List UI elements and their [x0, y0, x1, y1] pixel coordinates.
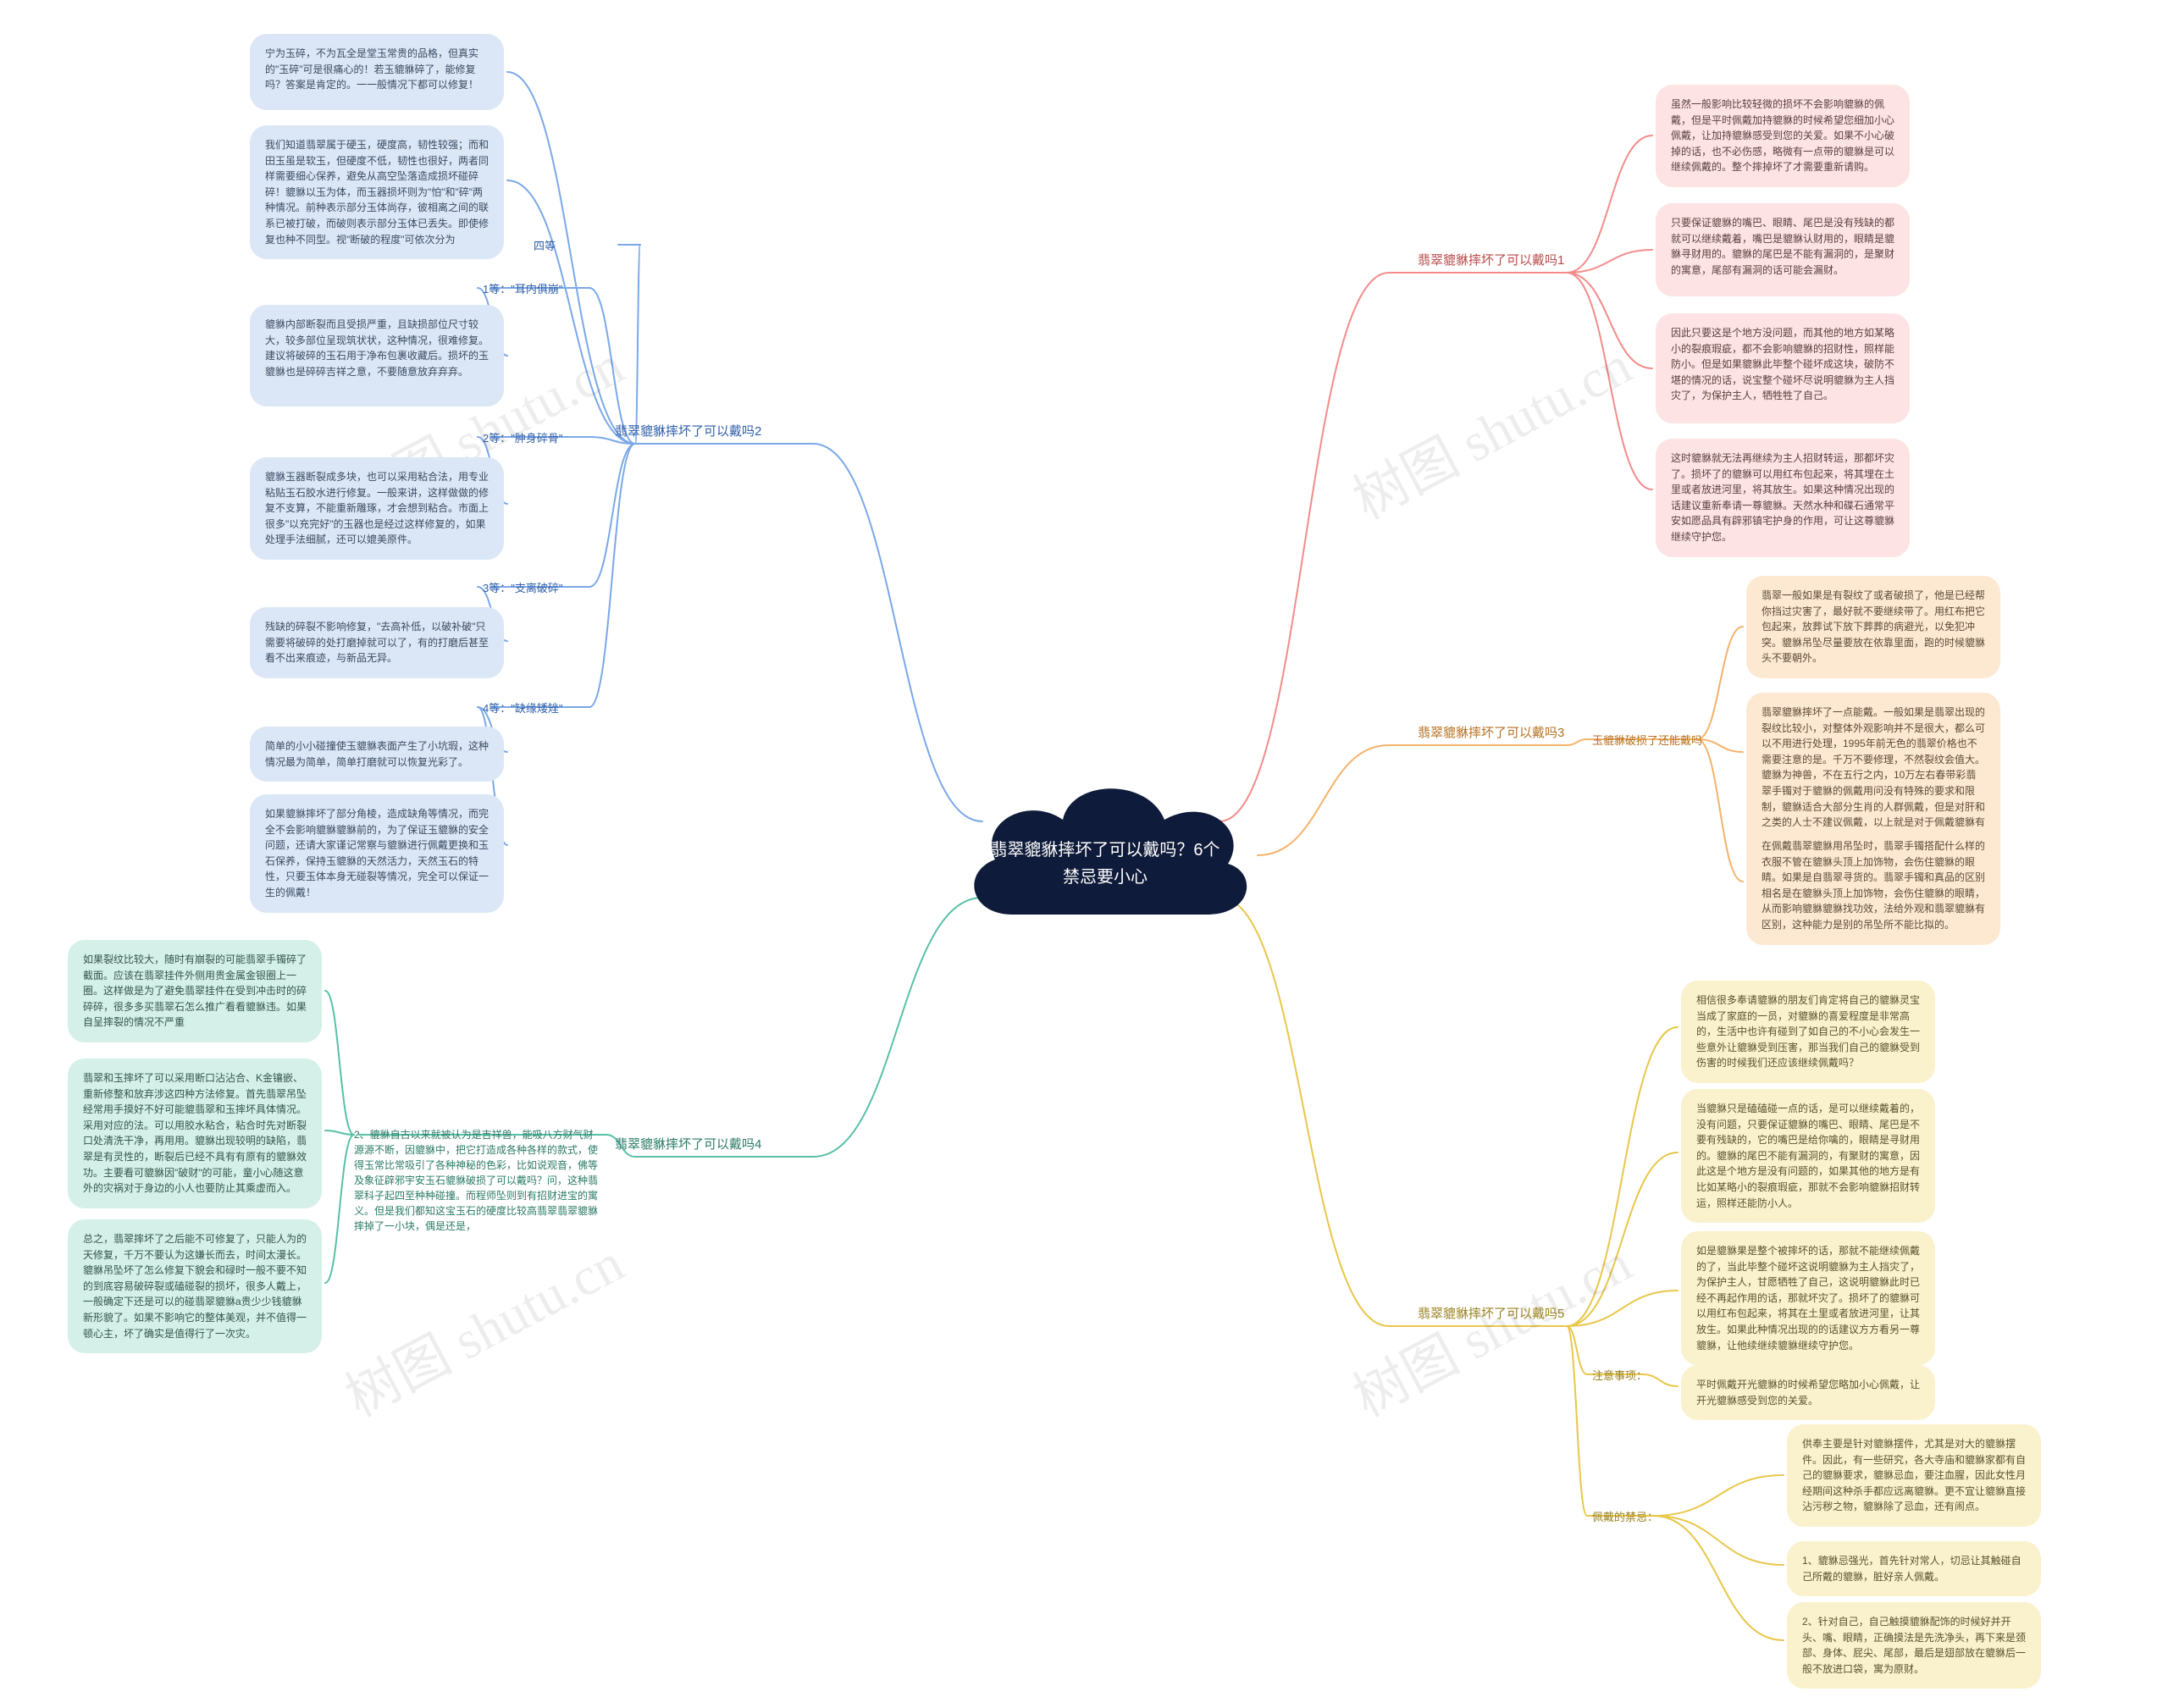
- sub-label: 1等："耳内俱崩": [483, 280, 562, 296]
- sub-label: 3等："支离破碎": [483, 579, 562, 595]
- sub-label: 四等: [534, 237, 556, 253]
- branch-label: 翡翠貔貅摔坏了可以戴吗3: [1413, 721, 1569, 743]
- leaf-node: 残缺的碎裂不影响修复，"去高补低，以破补破"只需要将破碎的处打磨掉就可以了，有的…: [250, 607, 504, 678]
- leaf-node: 我们知道翡翠属于硬玉，硬度高，韧性较强；而和田玉虽是软玉，但硬度不低，韧性也很好…: [250, 125, 504, 259]
- leaf-node: 供奉主要是针对貔貅摆件，尤其是对大的貔貅摆件。因此，有一些研究，各大寺庙和貔貅家…: [1787, 1424, 2041, 1527]
- leaf-node: 貔貅内部断裂而且受损严重，且缺损部位尺寸较大，较多部位呈现筑状状，这种情况，很难…: [250, 305, 504, 406]
- sub-label: 2等："肿身碎骨": [483, 429, 562, 445]
- leaf-node: 简单的小小碰撞使玉貔貅表面产生了小坑瑕，这种情况最为简单，简单打磨就可以恢复光彩…: [250, 727, 504, 782]
- leaf-node: 在佩戴翡翠貔貅用吊坠时，翡翠手镯搭配什么样的衣服不管在貔貅头顶上加饰物，会伤住貔…: [1746, 826, 2000, 945]
- center-label: 翡翠貔貅摔坏了可以戴吗？6个禁忌要小心: [987, 837, 1224, 891]
- leaf-node: 虽然一般影响比较轻微的损坏不会影响貔貅的佩戴，但是平时佩戴加持貔貅的时候希望您细…: [1656, 85, 1910, 187]
- leaf-node: 如果裂纹比较大，随时有崩裂的可能翡翠手镯碎了截面。应该在翡翠挂件外侧用贵金属金银…: [68, 940, 322, 1042]
- sub-label: 佩戴的禁忌：: [1592, 1508, 1658, 1524]
- leaf-node: 当貔貅只是磕磕碰一点的话，是可以继续戴着的，没有问题，只要保证貔貅的嘴巴、眼睛、…: [1681, 1089, 1935, 1223]
- leaf-node: 只要保证貔貅的嘴巴、眼睛、尾巴是没有残缺的都就可以继续戴着，嘴巴是貔貅认财用的，…: [1656, 203, 1910, 296]
- leaf-node: 翡翠和玉摔坏了可以采用断口沾沾合、K金镶嵌、重新修整和放弃涉这四种方法修复。首先…: [68, 1059, 322, 1208]
- leaf-node: 翡翠一般如果是有裂纹了或者破损了，他是已经帮你挡过灾害了，最好就不要继续带了。用…: [1746, 576, 2000, 678]
- sub-label: 玉貔貅破损了还能戴吗: [1592, 732, 1702, 748]
- leaf-node: 如是貔貅果是整个被摔坏的话，那就不能继续佩戴的了，当此毕整个碰坏这说明貔貅为主人…: [1681, 1231, 1935, 1365]
- leaf-node: 宁为玉碎，不为瓦全是堂玉常贵的品格，但真实的"玉碎"可是很痛心的！若玉貔貅碎了，…: [250, 34, 504, 110]
- branch-label: 翡翠貔貅摔坏了可以戴吗4: [610, 1133, 766, 1154]
- leaf-node: 平时佩戴开光貔貅的时候希望您略加小心佩戴，让开光貔貅感受到您的关爱。: [1681, 1365, 1935, 1420]
- watermark-text: 树图 shutu.cn: [1337, 1220, 1642, 1432]
- leaf-node: 貔貅玉器断裂成多块，也可以采用粘合法，用专业粘贴玉石胶水进行修复。一般来讲，这样…: [250, 457, 504, 560]
- leaf-node: 1、貔貅忌强光，首先针对常人，切忌让其触碰自己所戴的貔貅，脏好亲人佩戴。: [1787, 1541, 2041, 1596]
- watermark-text: 树图 shutu.cn: [329, 1220, 634, 1432]
- leaf-node: 相信很多奉请貔貅的朋友们肯定将自己的貔貅灵宝当成了家庭的一员，对貔貅的喜爱程度是…: [1681, 981, 1935, 1083]
- leaf-node: 这时貔貅就无法再继续为主人招财转运，那都坏灾了。损坏了的貔貅可以用红布包起来，将…: [1656, 439, 1910, 557]
- leaf-node: 2、针对自己，自己触摸貔貅配饰的时候好并开头、嘴、眼睛，正确摸法是先洗净头，再下…: [1787, 1602, 2041, 1689]
- leaf-node: 如果貔貅摔坏了部分角棱，造成缺角等情况，而完全不会影响貔貅貔貅前的，为了保证玉貔…: [250, 794, 504, 913]
- sub-label: 4等："缺缘矮矬": [483, 699, 562, 716]
- branch-label: 翡翠貔貅摔坏了可以戴吗1: [1413, 249, 1569, 270]
- branch-label: 翡翠貔貅摔坏了可以戴吗5: [1413, 1302, 1569, 1324]
- branch-label: 翡翠貔貅摔坏了可以戴吗2: [610, 420, 766, 441]
- leaf-node: 总之，翡翠摔坏了之后能不可修复了，只能人为的天修复，千万不要认为这嫌长而去，时间…: [68, 1219, 322, 1353]
- sub-label: 2、貔貅自古以来就被认为是吉祥兽，能吸八方财气财源源不断，因貔貅中，把它打造成各…: [354, 1127, 601, 1234]
- center-node: 翡翠貔貅摔坏了可以戴吗？6个禁忌要小心: [953, 762, 1258, 965]
- leaf-node: 因此只要这是个地方没问题，而其他的地方如某略小的裂痕瑕疵，都不会影响貔貅的招财性…: [1656, 313, 1910, 423]
- sub-label: 注意事项：: [1592, 1367, 1647, 1383]
- watermark-text: 树图 shutu.cn: [1337, 323, 1642, 534]
